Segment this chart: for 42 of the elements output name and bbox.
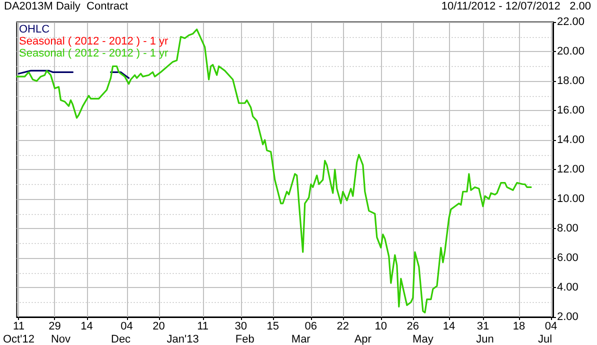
x-tick-label: 14 [442,320,456,332]
chart-subtitle: 10/11/2012 - 12/07/2012 2.00 [441,0,592,12]
x2-tick-label: Jul [538,334,552,345]
y-tick-label: 6.00 [557,252,578,264]
x-tick-label: 06 [304,320,317,332]
y-tick-label: 4.00 [557,282,578,294]
chart-title: DA2013M Daily Contract [4,0,128,12]
y-tick-label: 14.00 [557,134,585,146]
x-tick-label: 04 [120,320,133,332]
x-tick-label: 11 [13,320,24,332]
x2-tick-label: Mar [291,334,311,345]
x-tick-label: 22 [336,320,350,332]
x2-tick-label: Dec [110,334,132,345]
x-tick-label: 11 [197,320,209,332]
x-tick-label: 14 [80,320,93,332]
y-tick-label: 10.00 [557,193,585,205]
x-tick-label: 18 [512,320,526,332]
y-tick-label: 18.00 [557,75,585,87]
y-tick-label: 8.00 [557,222,578,234]
x2-tick-label: Oct'12 [2,334,34,345]
x-tick-label: 30 [234,320,247,332]
series-label: Seasonal ( 2012 - 2012 ) - 1 yr [19,48,169,60]
y-tick-label: 22.00 [557,16,585,28]
legend-label: Seasonal ( 2012 - 2012 ) - 1 yr [19,36,169,48]
x-tick-label: 31 [476,320,490,332]
y-tick-label: 20.00 [557,46,585,58]
x-tick-label: 15 [266,320,279,332]
y-tick-label: 16.00 [557,104,585,116]
x-tick-label: 26 [406,320,420,332]
x-tick-label: 20 [152,320,165,332]
x2-tick-label: May [412,334,434,345]
x-tick-label: 10 [374,320,388,332]
y-tick-label: 2.00 [557,311,578,323]
y-tick-label: 12.00 [557,164,585,176]
x2-tick-label: Jan'13 [166,334,199,345]
x2-tick-label: Apr [354,334,372,345]
text: OHLC [19,24,50,36]
x-tick-label: 04 [544,320,558,332]
x-tick-label: 29 [48,320,61,332]
x2-tick-label: Feb [235,334,254,345]
x2-tick-label: Jun [476,334,494,345]
x2-tick-label: Nov [50,334,72,345]
